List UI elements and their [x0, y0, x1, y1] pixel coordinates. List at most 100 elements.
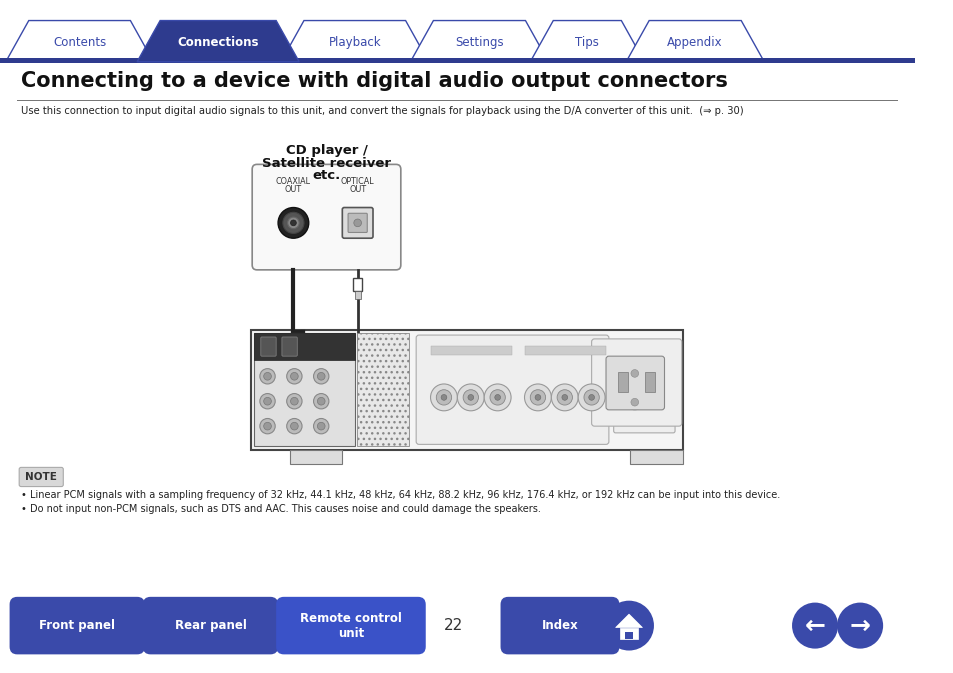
- Bar: [524, 346, 605, 355]
- Text: OPTICAL: OPTICAL: [340, 177, 375, 186]
- Bar: [355, 291, 360, 299]
- Text: Use this connection to input digital audio signals to this unit, and convert the: Use this connection to input digital aud…: [21, 106, 743, 116]
- Text: Contents: Contents: [53, 36, 106, 48]
- Circle shape: [557, 390, 572, 405]
- Circle shape: [259, 394, 274, 409]
- Text: Connecting to a device with digital audio output connectors: Connecting to a device with digital audi…: [21, 71, 727, 92]
- FancyBboxPatch shape: [252, 164, 400, 270]
- FancyBboxPatch shape: [500, 597, 618, 654]
- Circle shape: [291, 220, 296, 225]
- Text: Appendix: Appendix: [667, 36, 722, 48]
- Circle shape: [314, 419, 329, 434]
- FancyBboxPatch shape: [613, 353, 675, 433]
- Circle shape: [314, 369, 329, 384]
- Bar: [290, 450, 342, 464]
- Circle shape: [495, 394, 500, 400]
- Circle shape: [291, 397, 298, 405]
- Circle shape: [288, 217, 299, 229]
- Text: Front panel: Front panel: [39, 619, 115, 632]
- FancyBboxPatch shape: [10, 597, 145, 654]
- Circle shape: [530, 390, 545, 405]
- Bar: [253, 333, 355, 360]
- Circle shape: [287, 419, 302, 434]
- Circle shape: [535, 394, 540, 400]
- Text: Index: Index: [541, 619, 578, 632]
- Bar: [356, 333, 409, 446]
- FancyBboxPatch shape: [282, 337, 297, 356]
- Circle shape: [484, 384, 511, 411]
- Circle shape: [626, 394, 641, 410]
- Bar: [618, 372, 627, 392]
- Circle shape: [317, 372, 325, 380]
- Circle shape: [263, 372, 271, 380]
- Circle shape: [603, 601, 653, 651]
- Circle shape: [263, 397, 271, 405]
- FancyBboxPatch shape: [605, 356, 664, 410]
- Bar: [251, 330, 682, 450]
- Circle shape: [524, 384, 551, 411]
- Text: ←: ←: [803, 614, 824, 637]
- Circle shape: [583, 390, 598, 405]
- FancyBboxPatch shape: [416, 335, 608, 444]
- Circle shape: [317, 397, 325, 405]
- Circle shape: [578, 384, 604, 411]
- Text: Connections: Connections: [177, 36, 258, 48]
- FancyBboxPatch shape: [348, 213, 367, 232]
- Circle shape: [791, 602, 837, 649]
- Polygon shape: [410, 21, 548, 62]
- Circle shape: [551, 384, 578, 411]
- Bar: [644, 372, 654, 392]
- Polygon shape: [6, 21, 153, 62]
- Bar: [17, 100, 897, 101]
- Text: Tips: Tips: [575, 36, 598, 48]
- Text: COAXIAL: COAXIAL: [275, 177, 311, 186]
- Circle shape: [291, 372, 298, 380]
- FancyBboxPatch shape: [275, 597, 425, 654]
- Text: • Do not input non-PCM signals, such as DTS and AAC. This causes noise and could: • Do not input non-PCM signals, such as …: [21, 504, 540, 513]
- Bar: [619, 627, 637, 639]
- Circle shape: [440, 394, 446, 400]
- FancyBboxPatch shape: [143, 597, 277, 654]
- Circle shape: [314, 394, 329, 409]
- Text: Rear panel: Rear panel: [174, 619, 246, 632]
- Text: • Linear PCM signals with a sampling frequency of 32 kHz, 44.1 kHz, 48 kHz, 64 k: • Linear PCM signals with a sampling fre…: [21, 491, 780, 501]
- Circle shape: [626, 365, 641, 381]
- Polygon shape: [615, 614, 641, 627]
- Circle shape: [490, 390, 505, 405]
- Circle shape: [630, 369, 638, 378]
- Circle shape: [277, 207, 309, 238]
- Circle shape: [836, 602, 882, 649]
- Circle shape: [436, 390, 451, 405]
- Circle shape: [430, 384, 456, 411]
- Text: 22: 22: [443, 618, 463, 633]
- Text: CD player /: CD player /: [285, 144, 367, 157]
- Circle shape: [317, 423, 325, 430]
- Circle shape: [283, 212, 304, 234]
- Text: →: →: [849, 614, 870, 637]
- Polygon shape: [625, 21, 763, 62]
- Circle shape: [259, 419, 274, 434]
- Text: Playback: Playback: [328, 36, 380, 48]
- Text: OUT: OUT: [285, 184, 302, 194]
- Bar: [253, 333, 355, 446]
- Text: OUT: OUT: [349, 184, 366, 194]
- Circle shape: [467, 394, 474, 400]
- Circle shape: [263, 423, 271, 430]
- Circle shape: [456, 384, 484, 411]
- Bar: [430, 346, 512, 355]
- FancyBboxPatch shape: [19, 467, 63, 487]
- Circle shape: [291, 423, 298, 430]
- Text: Settings: Settings: [455, 36, 503, 48]
- Polygon shape: [137, 21, 299, 62]
- Text: Remote control
unit: Remote control unit: [299, 612, 401, 639]
- Bar: [0, 58, 914, 63]
- Circle shape: [462, 390, 478, 405]
- Circle shape: [630, 398, 638, 406]
- Polygon shape: [530, 21, 643, 62]
- Bar: [624, 633, 632, 639]
- Text: etc.: etc.: [312, 169, 340, 182]
- Circle shape: [259, 369, 274, 384]
- FancyBboxPatch shape: [591, 339, 681, 426]
- Circle shape: [287, 394, 302, 409]
- Bar: [353, 277, 362, 291]
